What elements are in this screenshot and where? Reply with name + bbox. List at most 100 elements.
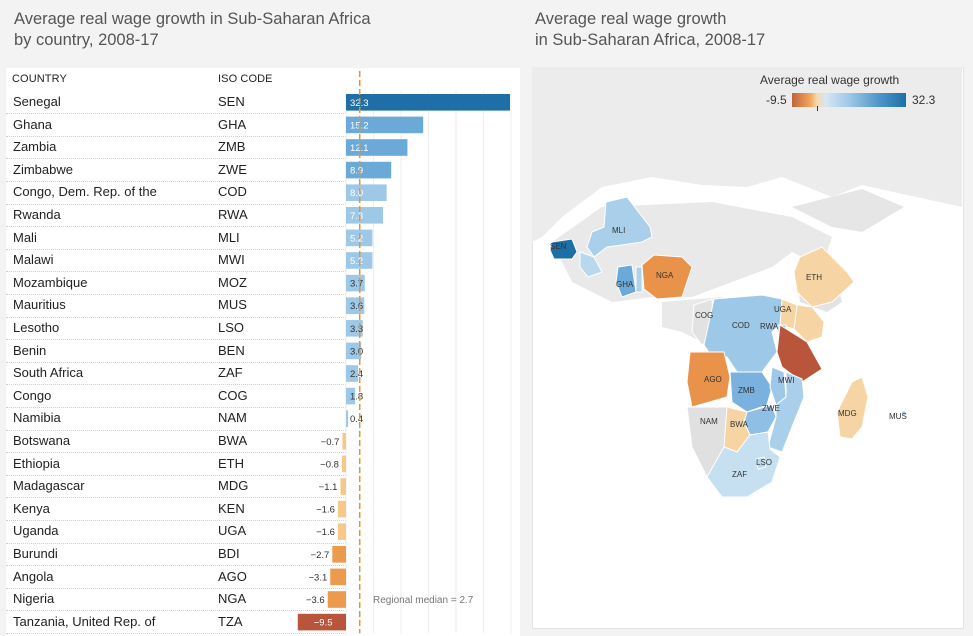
map-title: Average real wage growth in Sub-Saharan … bbox=[535, 9, 955, 51]
bar-rwa[interactable] bbox=[346, 207, 384, 224]
country-name[interactable]: Mauritius bbox=[13, 297, 66, 313]
map-label-mli: MLI bbox=[612, 226, 625, 235]
country-nigeria[interactable] bbox=[641, 254, 693, 300]
country-madagascar[interactable] bbox=[836, 376, 869, 440]
country-guinea[interactable] bbox=[579, 251, 603, 278]
row-separator bbox=[6, 158, 346, 160]
bar-mdg[interactable] bbox=[340, 478, 346, 495]
map-label-ago: AGO bbox=[704, 375, 722, 384]
bar-bwa[interactable] bbox=[342, 433, 346, 450]
country-name[interactable]: South Africa bbox=[13, 365, 84, 381]
iso-code: NGA bbox=[218, 591, 247, 607]
country-mozambique[interactable] bbox=[767, 371, 805, 453]
bar-cod[interactable] bbox=[346, 184, 387, 201]
country-mauritius[interactable] bbox=[902, 411, 906, 415]
bar-value-label: 8.0 bbox=[350, 188, 363, 199]
bar-value-label: 5.2 bbox=[350, 233, 363, 244]
bar-sen[interactable] bbox=[346, 94, 510, 111]
bar-value-label: 3.7 bbox=[350, 279, 363, 290]
country-name[interactable]: Uganda bbox=[13, 523, 59, 539]
country-ghana[interactable] bbox=[615, 264, 637, 298]
iso-code: ZMB bbox=[218, 139, 246, 155]
country-name[interactable]: Congo, Dem. Rep. of the bbox=[13, 184, 157, 200]
bar-value-label: 1.8 bbox=[350, 392, 363, 403]
legend-min-value: -9.5 bbox=[766, 93, 787, 107]
country-name[interactable]: Malawi bbox=[13, 252, 54, 268]
bar-zmb[interactable] bbox=[346, 139, 408, 156]
country-name[interactable]: Senegal bbox=[13, 94, 61, 109]
country-south-africa[interactable] bbox=[706, 431, 781, 498]
bar-lso[interactable] bbox=[346, 320, 363, 337]
iso-code: COD bbox=[218, 184, 247, 200]
bar-cog[interactable] bbox=[346, 387, 356, 405]
country-name[interactable]: Rwanda bbox=[13, 207, 61, 222]
bar-ben[interactable] bbox=[346, 342, 362, 360]
country-name[interactable]: Ethiopia bbox=[13, 455, 60, 471]
country-name[interactable]: Benin bbox=[13, 342, 47, 358]
country-benin[interactable] bbox=[635, 266, 643, 293]
country-name[interactable]: Mali bbox=[13, 229, 37, 245]
bar-zaf[interactable] bbox=[346, 365, 359, 382]
country-name[interactable]: Angola bbox=[13, 568, 54, 584]
country-name[interactable]: Madagascar bbox=[13, 478, 85, 494]
country-name[interactable]: Tanzania, United Rep. of bbox=[13, 613, 156, 629]
country-name[interactable]: Mozambique bbox=[13, 274, 88, 290]
iso-code: MWI bbox=[218, 252, 245, 268]
row-separator bbox=[6, 542, 346, 544]
bar-nam[interactable] bbox=[346, 410, 349, 427]
country-senegal[interactable] bbox=[549, 238, 578, 260]
country-zambia[interactable] bbox=[729, 371, 773, 413]
country-name[interactable]: Botswana bbox=[13, 433, 71, 448]
country-name[interactable]: Kenya bbox=[13, 500, 50, 516]
country-mali[interactable] bbox=[586, 196, 653, 258]
bar-nga[interactable] bbox=[327, 591, 346, 608]
bar-zwe[interactable] bbox=[346, 161, 392, 179]
country-name[interactable]: Nigeria bbox=[13, 591, 55, 607]
country-name[interactable]: Namibia bbox=[13, 410, 61, 426]
bar-gha[interactable] bbox=[346, 116, 424, 134]
country-name[interactable]: Ghana bbox=[13, 116, 53, 132]
country-angola[interactable] bbox=[686, 351, 731, 408]
bar-tza[interactable] bbox=[297, 613, 346, 631]
map-title-line-1: Average real wage growth bbox=[535, 10, 727, 28]
iso-code: ZWE bbox=[218, 161, 247, 177]
bar-bdi[interactable] bbox=[332, 546, 346, 563]
country-name[interactable]: Burundi bbox=[13, 546, 58, 561]
bar-value-label: 8.9 bbox=[350, 166, 363, 177]
map-label-cog: COG bbox=[695, 311, 713, 320]
country-name[interactable]: Zimbabwe bbox=[13, 161, 73, 177]
map-label-uga: UGA bbox=[774, 305, 792, 314]
bar-value-label: 3.3 bbox=[350, 324, 363, 335]
bar-ago[interactable] bbox=[330, 568, 346, 586]
bar-value-label: −0.8 bbox=[320, 459, 339, 470]
bar-uga[interactable] bbox=[337, 523, 346, 540]
bar-ken[interactable] bbox=[337, 500, 346, 518]
legend-max-value: 32.3 bbox=[912, 93, 936, 107]
row-separator bbox=[6, 429, 346, 431]
bar-eth[interactable] bbox=[341, 455, 346, 473]
row-separator bbox=[6, 610, 346, 612]
iso-code: MOZ bbox=[218, 274, 247, 290]
choropleth-map[interactable]: MLI SEN GHA NGA ETH UGA COG COD RWA AGO … bbox=[532, 67, 962, 627]
row-separator bbox=[6, 339, 346, 341]
iso-code: RWA bbox=[218, 207, 248, 222]
country-lesotho[interactable] bbox=[755, 456, 767, 470]
country-ethiopia[interactable] bbox=[793, 246, 855, 308]
country-name[interactable]: Congo bbox=[13, 387, 52, 403]
column-header-iso[interactable]: ISO CODE bbox=[218, 73, 273, 85]
column-header-country[interactable]: COUNTRY bbox=[12, 73, 67, 85]
iso-code: KEN bbox=[218, 500, 245, 516]
iso-code: BEN bbox=[218, 342, 245, 358]
country-name[interactable]: Lesotho bbox=[13, 320, 60, 335]
iso-code: LSO bbox=[218, 320, 245, 335]
map-label-mus: MUS bbox=[889, 412, 907, 421]
iso-code: SEN bbox=[218, 94, 245, 109]
iso-code: COG bbox=[218, 387, 248, 403]
country-name[interactable]: Zambia bbox=[13, 139, 57, 155]
row-separator bbox=[6, 226, 346, 228]
row-separator bbox=[6, 316, 346, 318]
map-label-lso: LSO bbox=[756, 458, 772, 467]
map-label-zwe: ZWE bbox=[762, 404, 780, 413]
